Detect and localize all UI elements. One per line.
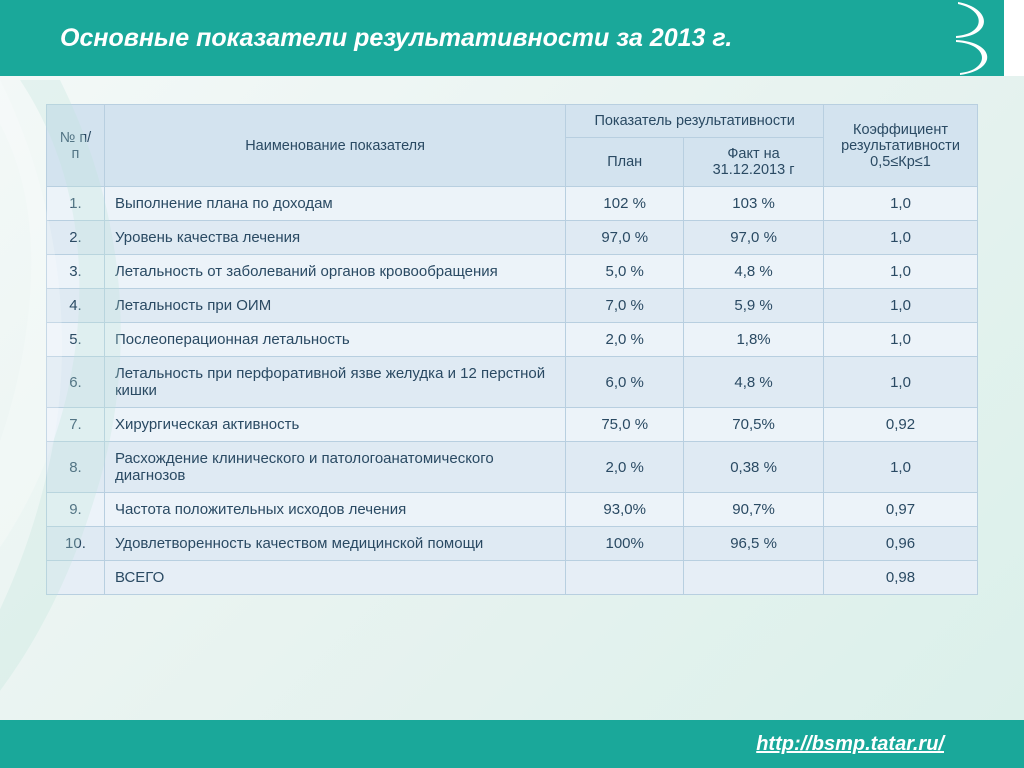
cell-fact — [684, 561, 824, 595]
cell-name: Летальность при ОИМ — [104, 289, 565, 323]
cell-coef: 1,0 — [824, 187, 978, 221]
cell-name: Частота положительных исходов лечения — [104, 493, 565, 527]
cell-name: Расхождение клинического и патологоанато… — [104, 442, 565, 493]
cell-num: 2. — [47, 221, 105, 255]
table-row: 4.Летальность при ОИМ7,0 %5,9 %1,0 — [47, 289, 978, 323]
cell-num: 7. — [47, 408, 105, 442]
cell-plan: 5,0 % — [566, 255, 684, 289]
table-row: 8.Расхождение клинического и патологоана… — [47, 442, 978, 493]
table-row: 7.Хирургическая активность75,0 %70,5%0,9… — [47, 408, 978, 442]
table-row: 5.Послеоперационная летальность2,0 %1,8%… — [47, 323, 978, 357]
cell-num: 10. — [47, 527, 105, 561]
cell-num: 9. — [47, 493, 105, 527]
cell-plan: 102 % — [566, 187, 684, 221]
cell-fact: 96,5 % — [684, 527, 824, 561]
page-title: Основные показатели результативности за … — [60, 24, 732, 53]
cell-plan: 2,0 % — [566, 442, 684, 493]
col-header-name: Наименование показателя — [104, 105, 565, 187]
cell-num: 8. — [47, 442, 105, 493]
cell-name: Удовлетворенность качеством медицинской … — [104, 527, 565, 561]
cell-fact: 4,8 % — [684, 357, 824, 408]
table-body: 1.Выполнение плана по доходам102 %103 %1… — [47, 187, 978, 595]
cell-name: Выполнение плана по доходам — [104, 187, 565, 221]
col-header-num: № п/п — [47, 105, 105, 187]
cell-plan: 75,0 % — [566, 408, 684, 442]
cell-coef: 1,0 — [824, 221, 978, 255]
table-row: 9.Частота положительных исходов лечения9… — [47, 493, 978, 527]
footer-bar: http://bsmp.tatar.ru/ — [0, 720, 1024, 768]
cell-num: 1. — [47, 187, 105, 221]
cell-num: 6. — [47, 357, 105, 408]
performance-table: № п/п Наименование показателя Показатель… — [46, 104, 978, 595]
cell-num: 3. — [47, 255, 105, 289]
cell-name: Хирургическая активность — [104, 408, 565, 442]
table-row: 6.Летальность при перфоративной язве жел… — [47, 357, 978, 408]
table-row: 2.Уровень качества лечения97,0 %97,0 %1,… — [47, 221, 978, 255]
table-row: 1.Выполнение плана по доходам102 %103 %1… — [47, 187, 978, 221]
cell-plan: 93,0% — [566, 493, 684, 527]
cell-num — [47, 561, 105, 595]
cell-plan: 7,0 % — [566, 289, 684, 323]
cell-fact: 70,5% — [684, 408, 824, 442]
cell-coef: 0,98 — [824, 561, 978, 595]
cell-fact: 0,38 % — [684, 442, 824, 493]
table-row: 10.Удовлетворенность качеством медицинск… — [47, 527, 978, 561]
cell-total-label: ВСЕГО — [104, 561, 565, 595]
cell-coef: 0,92 — [824, 408, 978, 442]
title-bar: Основные показатели результативности за … — [0, 0, 1024, 76]
cell-name: Летальность от заболеваний органов крово… — [104, 255, 565, 289]
cell-num: 5. — [47, 323, 105, 357]
table-header: № п/п Наименование показателя Показатель… — [47, 105, 978, 187]
footer-link[interactable]: http://bsmp.tatar.ru/ — [756, 733, 944, 756]
cell-plan: 2,0 % — [566, 323, 684, 357]
cell-fact: 103 % — [684, 187, 824, 221]
cell-fact: 90,7% — [684, 493, 824, 527]
cell-num: 4. — [47, 289, 105, 323]
cell-coef: 1,0 — [824, 442, 978, 493]
cell-plan — [566, 561, 684, 595]
col-header-fact: Факт на 31.12.2013 г — [684, 138, 824, 187]
cell-fact: 1,8% — [684, 323, 824, 357]
cell-plan: 97,0 % — [566, 221, 684, 255]
cell-name: Послеоперационная летальность — [104, 323, 565, 357]
cell-coef: 1,0 — [824, 255, 978, 289]
cell-fact: 97,0 % — [684, 221, 824, 255]
col-header-coef: Коэффициент результативности 0,5≤Кр≤1 — [824, 105, 978, 187]
cell-coef: 1,0 — [824, 289, 978, 323]
table-row-total: ВСЕГО 0,98 — [47, 561, 978, 595]
content-area: № п/п Наименование показателя Показатель… — [0, 76, 1024, 595]
cell-coef: 0,97 — [824, 493, 978, 527]
cell-plan: 100% — [566, 527, 684, 561]
cell-coef: 1,0 — [824, 323, 978, 357]
cell-name: Уровень качества лечения — [104, 221, 565, 255]
cell-fact: 4,8 % — [684, 255, 824, 289]
cell-coef: 1,0 — [824, 357, 978, 408]
cell-coef: 0,96 — [824, 527, 978, 561]
table-row: 3.Летальность от заболеваний органов кро… — [47, 255, 978, 289]
col-header-plan: План — [566, 138, 684, 187]
col-header-group: Показатель результативности — [566, 105, 824, 138]
cell-name: Летальность при перфоративной язве желуд… — [104, 357, 565, 408]
logo-icon — [946, 0, 1024, 76]
cell-fact: 5,9 % — [684, 289, 824, 323]
cell-plan: 6,0 % — [566, 357, 684, 408]
